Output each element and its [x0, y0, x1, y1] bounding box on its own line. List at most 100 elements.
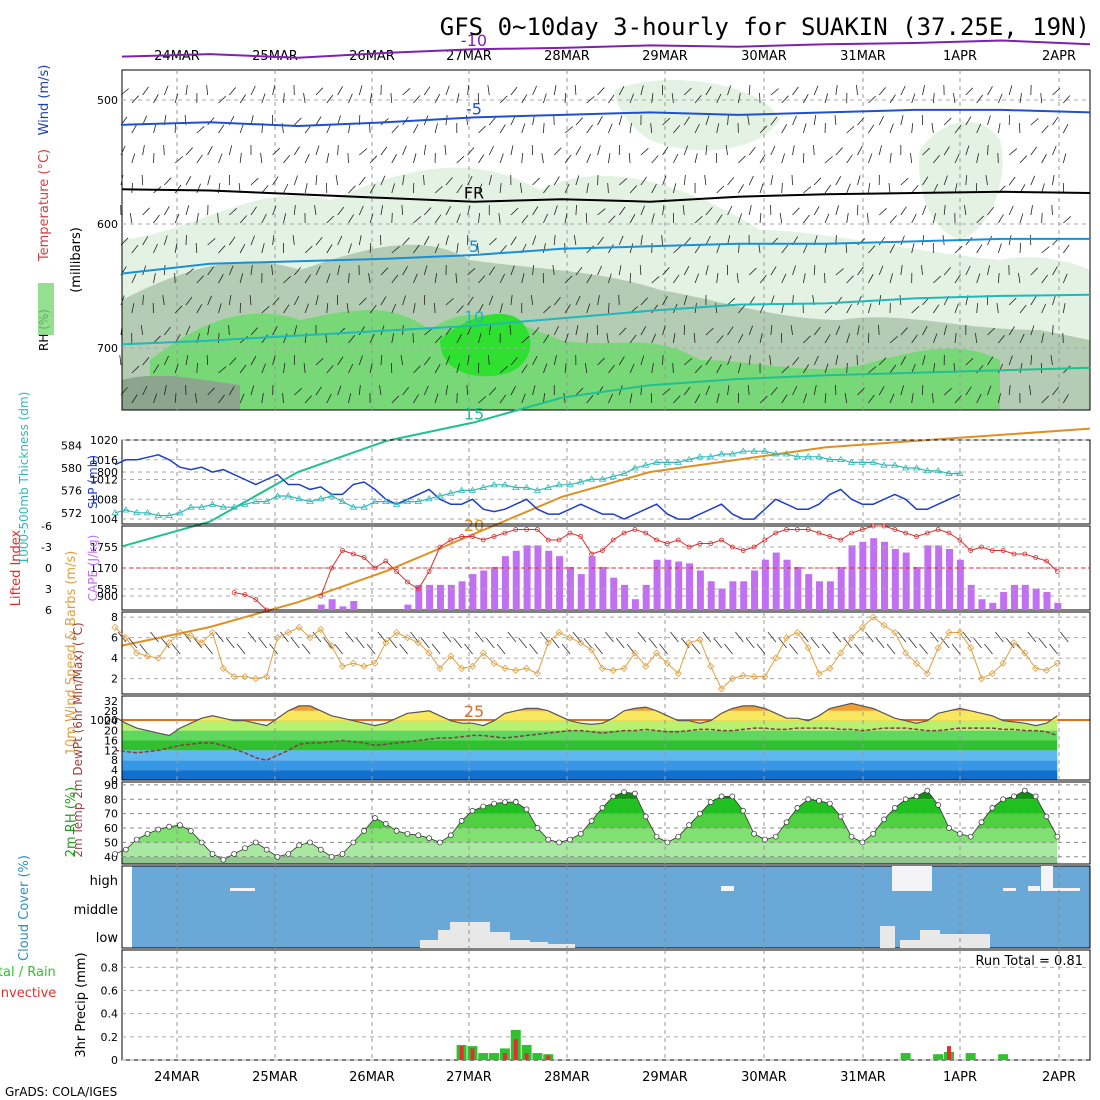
wind-barb: [478, 213, 481, 224]
wind-barb: [715, 303, 718, 314]
wind10-marker: [263, 673, 271, 681]
top-date-5: 29MAR: [642, 49, 688, 64]
wind10-barb: [951, 643, 961, 655]
wind-barb: [380, 267, 389, 276]
thickness-marker: [923, 467, 932, 474]
wind-barb: [759, 154, 766, 164]
li-marker: [881, 523, 887, 529]
rh-marker: [686, 822, 692, 829]
wind-barb: [369, 242, 372, 254]
wind-barb: [943, 175, 948, 186]
wind-barb: [467, 205, 471, 216]
precip-total-bar-35: [489, 1053, 500, 1060]
wind-barb: [965, 357, 974, 366]
wind-barb: [705, 356, 712, 366]
wind-barb: [1018, 122, 1021, 134]
wind-barb: [174, 213, 180, 224]
wind-barb: [727, 176, 735, 186]
wind-barb: [348, 93, 353, 104]
wind-barb: [498, 213, 501, 224]
top-date-2: 26MAR: [349, 49, 395, 64]
wind-barb: [120, 145, 126, 156]
wind-barb: [824, 243, 828, 254]
wind10-barb: [269, 643, 278, 655]
bottom-date-8: 1APR: [943, 1070, 977, 1085]
li-marker: [318, 593, 324, 599]
wind10-marker: [284, 628, 292, 637]
top-date-9: 2APR: [1042, 49, 1076, 64]
wind10-barb: [150, 631, 159, 643]
wind-barb: [532, 85, 538, 96]
wind10-barb: [399, 643, 408, 655]
rh-marker: [610, 793, 617, 800]
wind-barb: [878, 145, 882, 156]
wind10-marker: [187, 632, 195, 640]
cloud-low-5: [530, 942, 548, 948]
wind-barb: [185, 296, 193, 306]
wind10-marker: [208, 628, 217, 637]
wind-barb: [348, 393, 352, 404]
wind-barb: [857, 238, 866, 246]
wind10-barb: [323, 637, 333, 649]
cape-bar-84: [1021, 584, 1029, 610]
li-marker: [989, 548, 995, 553]
wind-barb: [682, 205, 685, 216]
wind10-marker: [826, 664, 834, 672]
rh-marker: [1043, 813, 1050, 820]
wind-barb: [921, 265, 923, 276]
wind-barb: [781, 244, 789, 254]
wind-barb: [553, 176, 560, 186]
bottom-date-2: 26MAR: [349, 1070, 395, 1085]
wind-barb: [304, 245, 313, 254]
wind-barb: [803, 214, 810, 224]
wind-barb: [369, 184, 376, 194]
wind-barb: [455, 273, 458, 284]
cape-bar-29: [426, 584, 434, 610]
wind-barb: [586, 303, 591, 314]
bottom-date-9: 2APR: [1042, 1070, 1076, 1085]
wind-barb: [824, 305, 833, 314]
wind-barb: [272, 85, 276, 96]
thickness-marker: [587, 475, 596, 482]
wind-barb: [683, 295, 688, 306]
wind-barb: [553, 85, 557, 96]
wind-barb: [207, 175, 211, 186]
wind-barb: [1008, 114, 1011, 126]
thickness-marker: [219, 503, 228, 510]
wind-barb: [965, 145, 970, 156]
rh-marker: [437, 839, 443, 846]
wind-barb: [488, 295, 494, 306]
rh-marker: [209, 851, 216, 857]
cape-bar-38: [523, 545, 531, 610]
wind10-marker: [133, 649, 141, 657]
rh-marker: [664, 839, 671, 846]
wind-barb: [662, 205, 665, 216]
wind10-marker: [566, 634, 574, 642]
cape-bar-71: [881, 541, 889, 610]
wind10-barb: [561, 643, 571, 655]
wind-barb: [412, 332, 414, 344]
thickness-marker: [674, 458, 682, 465]
wind-barb: [293, 295, 300, 306]
upper-ytick-5: 1000: [90, 714, 118, 727]
wind-barb: [326, 244, 333, 254]
wind-barb: [705, 86, 712, 96]
wind10-marker: [1021, 649, 1029, 657]
wind-barb: [997, 152, 999, 164]
wind-barb: [987, 327, 995, 336]
wind-barb: [759, 183, 764, 194]
wind10-marker: [739, 671, 747, 680]
wind10-barb: [410, 631, 419, 643]
wind-barb: [478, 125, 486, 134]
wind-barb: [467, 175, 473, 186]
isotherm-0: [121, 39, 1091, 59]
isotherm-label-0: -10: [461, 31, 487, 50]
wind-barb: [673, 395, 681, 404]
wind-barb: [651, 155, 659, 164]
li-marker: [849, 530, 854, 536]
wind-barb: [608, 153, 611, 164]
wind10-barb: [670, 631, 679, 643]
wind-barb: [543, 122, 545, 134]
wind-barb: [358, 85, 363, 96]
wind-barb: [478, 396, 487, 404]
